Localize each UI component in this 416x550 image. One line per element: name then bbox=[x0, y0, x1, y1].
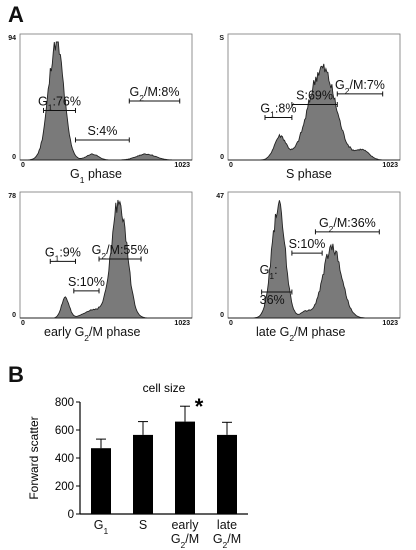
gate-label-0: G1: bbox=[260, 263, 278, 281]
x-tick-label: G1 bbox=[94, 518, 109, 536]
bar-chart-title: cell size bbox=[143, 381, 186, 395]
x-min-label: 0 bbox=[21, 162, 25, 169]
x-tick-label-line2: G2/M bbox=[213, 532, 241, 550]
y-tick-label: 400 bbox=[55, 453, 74, 465]
gate-label-extra: 36% bbox=[260, 293, 285, 307]
x-max-label: 1023 bbox=[174, 162, 190, 169]
y-axis-label: Forward scatter bbox=[27, 416, 41, 499]
bar bbox=[217, 434, 237, 514]
y-zero-label: 0 bbox=[12, 154, 16, 161]
y-tick-label: 800 bbox=[55, 397, 74, 409]
x-min-label: 0 bbox=[229, 162, 233, 169]
histogram-panel-0: 94 00 1023 G1:76% S:4% G2/M:8% G1 phase bbox=[8, 33, 193, 185]
x-max-label: 1023 bbox=[382, 320, 398, 327]
bar bbox=[133, 434, 153, 514]
x-tick-label: early bbox=[171, 518, 199, 532]
gate-label-2: G2/M:36% bbox=[319, 216, 376, 234]
x-min-label: 0 bbox=[21, 320, 25, 327]
gate-label-2: G2/M:7% bbox=[335, 78, 385, 96]
gate-label-1: S:69% bbox=[296, 89, 333, 103]
gate-label-2: G2/M:55% bbox=[92, 243, 149, 261]
histogram-caption: S phase bbox=[286, 167, 332, 181]
x-tick-label: late bbox=[217, 518, 237, 532]
histogram-caption: late G2/M phase bbox=[256, 325, 346, 343]
panel-label-a: A bbox=[8, 2, 24, 27]
histogram-area bbox=[20, 199, 192, 319]
y-tick-label: 0 bbox=[68, 509, 74, 521]
gate-label-1: S:4% bbox=[87, 124, 117, 138]
bar bbox=[91, 448, 111, 514]
histogram-area bbox=[20, 41, 192, 161]
gate-label-1: S:10% bbox=[289, 237, 326, 251]
y-tick-label: 600 bbox=[55, 425, 74, 437]
gate-label-0: G1:9% bbox=[45, 245, 81, 263]
y-max-label: 47 bbox=[216, 193, 224, 200]
histogram-area bbox=[228, 200, 400, 319]
gate-label-1: S:10% bbox=[68, 275, 105, 289]
y-max-label: 78 bbox=[8, 193, 16, 200]
y-zero-label: 0 bbox=[12, 312, 16, 319]
histogram-caption: early G2/M phase bbox=[44, 325, 140, 343]
x-min-label: 0 bbox=[229, 320, 233, 327]
histogram-panel-3: 47 00 1023 G1: 36% S:10% G2/M:36% late G2/M pha… bbox=[216, 191, 401, 343]
y-zero-label: 0 bbox=[220, 154, 224, 161]
bar bbox=[175, 421, 195, 514]
gate-label-0: G1:76% bbox=[38, 94, 81, 112]
gate-label-0: G1:8% bbox=[260, 102, 296, 120]
x-max-label: 1023 bbox=[174, 320, 190, 327]
panel-label-b: B bbox=[8, 362, 24, 387]
y-max-label: S bbox=[219, 35, 224, 42]
histogram-panel-1: S 00 1023 G1:8%S:69%G2/M:7% S phase bbox=[219, 33, 401, 181]
y-max-label: 94 bbox=[8, 35, 16, 42]
histogram-panel-2: 78 00 1023 G1:9% S:10% G2/M:55% early G2/M pha… bbox=[8, 191, 193, 343]
significance-star: * bbox=[195, 394, 204, 419]
histogram-caption: G1 phase bbox=[70, 167, 122, 185]
y-zero-label: 0 bbox=[220, 312, 224, 319]
histogram-area bbox=[228, 63, 400, 161]
x-tick-label: S bbox=[139, 518, 147, 532]
x-tick-label-line2: G2/M bbox=[171, 532, 199, 550]
gate-label-2: G2/M:8% bbox=[130, 85, 180, 103]
y-tick-label: 200 bbox=[55, 481, 74, 493]
x-max-label: 1023 bbox=[382, 162, 398, 169]
